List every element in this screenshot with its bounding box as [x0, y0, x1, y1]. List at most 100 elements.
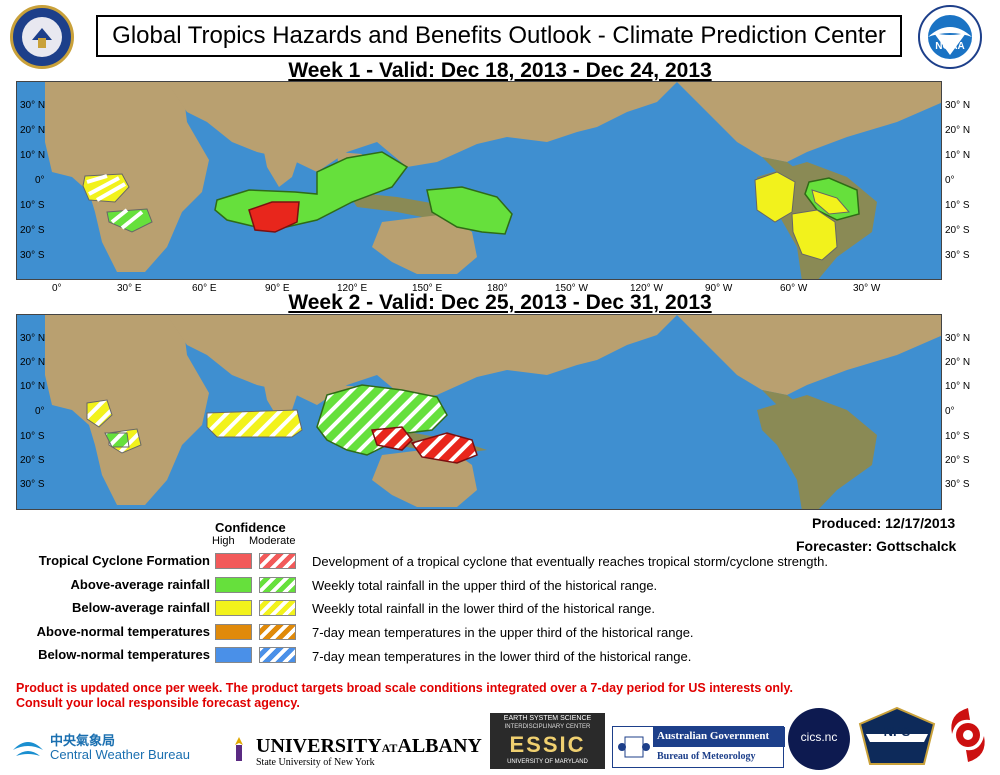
week1-lat-0-right: 0°	[945, 175, 955, 186]
legend-desc-above-temp: 7-day mean temperatures in the upper thi…	[312, 625, 694, 640]
legend-swatch-below-temp-moderate	[259, 647, 296, 663]
update-note: Product is updated once per week. The pr…	[16, 681, 794, 695]
aus-crest-icon	[618, 736, 650, 758]
legend-swatch-tc-high	[215, 553, 252, 569]
week1-lat-30s: 30° S	[20, 250, 45, 261]
albany-subtitle: State University of New York	[256, 757, 375, 768]
week1-lat-20n: 20° N	[20, 125, 46, 136]
week1-lat-30n-right: 30° N	[945, 100, 971, 111]
svg-text:NOAA: NOAA	[935, 41, 964, 52]
week1-lat-10n: 10° N	[20, 150, 46, 161]
week1-lat-20s-right: 20° S	[945, 225, 970, 236]
lon-60e: 60° E	[192, 283, 217, 294]
page-title: Global Tropics Hazards and Benefits Outl…	[96, 15, 902, 57]
lon-30e: 30° E	[117, 283, 142, 294]
week1-lat-20s: 20° S	[20, 225, 45, 236]
week2-map	[16, 314, 942, 510]
lon-90e: 90° E	[265, 283, 290, 294]
legend-desc-below-temp: 7-day mean temperatures in the lower thi…	[312, 649, 692, 664]
legend-swatch-above-rain-high	[215, 577, 252, 593]
confidence-moderate-label: Moderate	[249, 535, 296, 547]
confidence-title: Confidence	[215, 520, 286, 535]
legend-desc-below-rain: Weekly total rainfall in the lower third…	[312, 601, 655, 616]
lon-0: 0°	[52, 283, 62, 294]
week1-lat-10s-right: 10° S	[945, 200, 970, 211]
noaa-logo: NOAA	[918, 5, 982, 69]
aus-bom-text: Bureau of Meteorology	[657, 751, 756, 762]
albany-torch-icon	[235, 737, 243, 761]
albany-at-text: AT	[381, 741, 398, 755]
albany-wordmark: UNIVERSITYATALBANY	[256, 735, 482, 758]
lon-150e: 150° E	[412, 283, 443, 294]
aus-bom-logo: Australian Government Bureau of Meteorol…	[612, 726, 785, 768]
consult-note: Consult your local responsible forecast …	[16, 696, 300, 710]
week2-title: Week 2 - Valid: Dec 25, 2013 - Dec 31, 2…	[288, 291, 712, 314]
week2-lat-20n: 20° N	[20, 357, 46, 368]
legend-label-below-rain: Below-average rainfall	[72, 600, 210, 615]
lon-150w: 150° W	[555, 283, 588, 294]
essic-logo: EARTH SYSTEM SCIENCE INTERDISCIPLINARY C…	[490, 713, 605, 769]
week2-lat-10n: 10° N	[20, 381, 46, 392]
week2-lat-0: 0°	[35, 406, 45, 417]
cwb-emblem-icon	[13, 742, 43, 756]
legend-swatch-tc-moderate	[259, 553, 296, 569]
week1-lat-30s-right: 30° S	[945, 250, 970, 261]
legend-swatch-below-rain-moderate	[259, 600, 296, 616]
lon-30w: 30° W	[853, 283, 881, 294]
commerce-seal-logo	[10, 5, 74, 69]
week2-lat-30n-right: 30° N	[945, 333, 971, 344]
week2-lat-20s-right: 20° S	[945, 455, 970, 466]
aus-gov-text: Australian Government	[657, 730, 770, 742]
nps-logo: NPS	[856, 706, 938, 770]
albany-university-text: UNIVERSITY	[256, 735, 382, 757]
hurricane-icon	[951, 708, 985, 762]
legend-swatch-below-rain-high	[215, 600, 252, 616]
legend-label-below-temp: Below-normal temperatures	[38, 647, 210, 662]
legend-swatch-above-temp-moderate	[259, 624, 296, 640]
albany-logo: UNIVERSITYATALBANY State University of N…	[228, 735, 483, 770]
essic-mid-text: INTERDISCIPLINARY CENTER	[504, 724, 591, 730]
legend-label-above-rain: Above-average rainfall	[70, 577, 210, 592]
lon-60w: 60° W	[780, 283, 808, 294]
cics-text: cics.nc	[800, 730, 838, 744]
cics-logo: cics.nc	[788, 708, 850, 770]
week1-lat-0: 0°	[35, 175, 45, 186]
week2-lat-20s: 20° S	[20, 455, 45, 466]
week1-lat-10s: 10° S	[20, 200, 45, 211]
cwb-english-name: Central Weather Bureau	[50, 747, 190, 762]
week1-lat-30n: 30° N	[20, 100, 46, 111]
week2-lat-30s-right: 30° S	[945, 479, 970, 490]
lon-120e: 120° E	[337, 283, 368, 294]
legend-desc-tc: Development of a tropical cyclone that e…	[312, 554, 828, 569]
legend-label-above-temp: Above-normal temperatures	[36, 624, 210, 639]
lon-120w: 120° W	[630, 283, 663, 294]
week2-lat-30s: 30° S	[20, 479, 45, 490]
cwb-chinese-name: 中央氣象局	[50, 733, 116, 748]
week2-lat-0-right: 0°	[945, 406, 955, 417]
legend-swatch-above-rain-moderate	[259, 577, 296, 593]
week2-lat-10s-right: 10° S	[945, 431, 970, 442]
week2-lat-30n: 30° N	[20, 333, 46, 344]
cwb-logo: 中央氣象局 Central Weather Bureau	[10, 728, 220, 768]
week2-lat-10n-right: 10° N	[945, 381, 971, 392]
essic-wordmark: ESSIC	[509, 732, 586, 757]
week1-title: Week 1 - Valid: Dec 18, 2013 - Dec 24, 2…	[288, 59, 712, 82]
week1-lat-10n-right: 10° N	[945, 150, 971, 161]
lon-180: 180°	[487, 283, 508, 294]
legend-swatch-below-temp-high	[215, 647, 252, 663]
essic-bottom-text: UNIVERSITY OF MARYLAND	[507, 759, 588, 765]
produced-date: Produced: 12/17/2013	[812, 515, 956, 531]
lon-90w: 90° W	[705, 283, 733, 294]
week2-lat-10s: 10° S	[20, 431, 45, 442]
hurricane-logo	[940, 700, 995, 770]
confidence-high-label: High	[212, 535, 235, 547]
week2-lat-20n-right: 20° N	[945, 357, 971, 368]
week1-map	[16, 81, 942, 280]
legend-desc-above-rain: Weekly total rainfall in the upper third…	[312, 578, 658, 593]
legend-swatch-above-temp-high	[215, 624, 252, 640]
forecaster-name: Forecaster: Gottschalck	[796, 538, 957, 554]
legend-label-tc: Tropical Cyclone Formation	[38, 553, 210, 568]
albany-name-text: ALBANY	[397, 735, 482, 757]
nps-text: NPS	[883, 724, 911, 739]
essic-top-text: EARTH SYSTEM SCIENCE	[503, 715, 592, 722]
